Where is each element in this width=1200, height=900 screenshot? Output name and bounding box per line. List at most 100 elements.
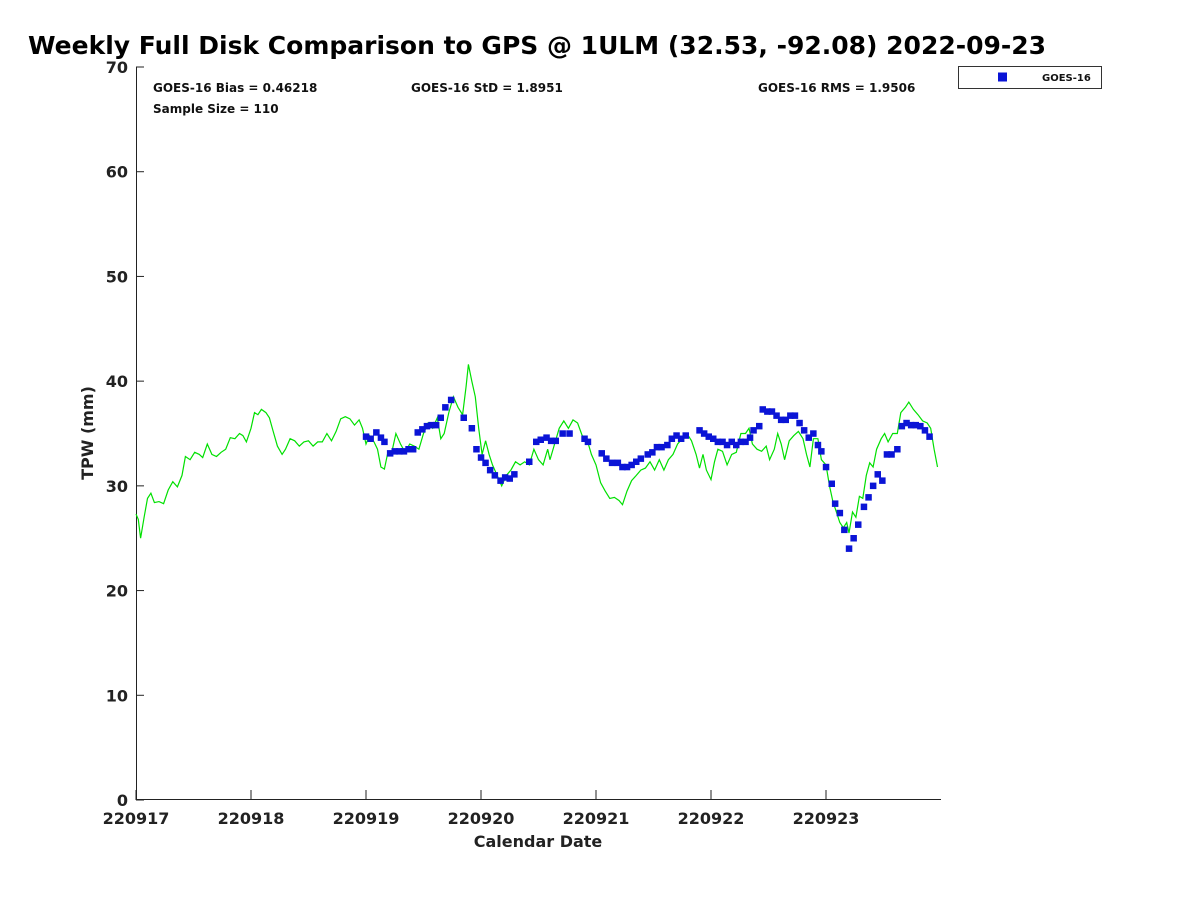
goes-16-data-point <box>603 455 610 462</box>
x-tick-label: 220917 <box>103 809 170 828</box>
plot-area: 0 10 20 30 40 50 60 70 220917 220918 220919 220920… <box>103 58 941 828</box>
x-tick-label: 220923 <box>793 809 860 828</box>
goes-16-data-point <box>787 412 794 419</box>
goes-16-data-point <box>491 472 499 479</box>
y-tick-label: 70 <box>106 58 128 77</box>
goes-16-data-point <box>831 500 839 507</box>
goes-16-data-point <box>423 422 431 430</box>
goes-16-data-point <box>373 429 380 436</box>
goes-16-data-point <box>437 414 444 421</box>
goes-16-data-point <box>623 463 631 471</box>
goes-16-data-point <box>841 526 848 534</box>
goes-16-data-point <box>750 427 757 434</box>
goes-16-data-point <box>644 451 651 458</box>
goes-16-data-point <box>419 426 426 433</box>
goes-16-data-point <box>614 459 622 467</box>
goes-16-data-point <box>850 535 857 542</box>
goes-16-data-point <box>791 412 799 419</box>
legend-label-goes-16: GOES-16 <box>1042 73 1091 84</box>
x-tick-label: 220918 <box>218 809 285 828</box>
goes-16-data-point <box>377 434 385 441</box>
goes-16-data-point <box>400 448 408 455</box>
goes-16-data-point <box>442 404 449 411</box>
legend: GOES-16 <box>958 66 1102 89</box>
goes-16-data-point <box>719 438 726 446</box>
std-annotation: GOES-16 StD = 1.8951 <box>411 81 563 95</box>
goes-16-data-point <box>696 427 703 434</box>
goes-16-data-point <box>888 451 895 458</box>
goes-16-data-point <box>903 419 910 427</box>
goes-16-series-points <box>362 396 933 552</box>
goes-16-data-point <box>879 477 886 484</box>
goes-16-data-point <box>894 446 901 453</box>
goes-16-data-point <box>396 448 403 455</box>
goes-16-data-point <box>810 430 817 437</box>
goes-16-data-point <box>537 436 544 443</box>
goes-16-data-point <box>473 446 480 453</box>
goes-16-data-point <box>543 434 550 441</box>
goes-16-data-point <box>658 443 665 451</box>
bias-annotation: GOES-16 Bias = 0.46218 <box>153 81 317 95</box>
goes-16-data-point <box>608 459 616 467</box>
goes-16-data-point <box>855 521 862 528</box>
goes-16-data-point <box>381 438 388 446</box>
goes-16-data-point <box>822 463 830 471</box>
sample-size-annotation: Sample Size = 110 <box>153 102 279 116</box>
goes-16-data-point <box>723 441 731 449</box>
x-tick-label: 220921 <box>563 809 630 828</box>
goes-16-data-point <box>926 433 933 440</box>
goes-16-data-point <box>673 432 680 439</box>
goes-16-data-point <box>746 434 754 441</box>
goes-16-data-point <box>628 461 635 469</box>
goes-16-data-point <box>405 446 412 453</box>
goes-16-data-point <box>533 438 540 446</box>
goes-16-data-point <box>796 419 803 427</box>
goes-16-data-point <box>414 429 421 436</box>
goes-16-data-point <box>559 430 566 437</box>
goes-16-data-point <box>814 441 822 449</box>
goes-16-data-point <box>637 455 645 462</box>
goes-16-data-point <box>869 482 877 490</box>
goes-16-data-point <box>733 441 740 449</box>
goes-16-data-point <box>759 406 766 413</box>
goes-16-data-point <box>526 458 533 465</box>
y-tick-label: 30 <box>106 477 128 496</box>
goes-16-data-point <box>598 450 605 457</box>
legend-marker-goes-16 <box>998 72 1007 82</box>
goes-16-data-point <box>447 396 455 404</box>
goes-16-data-point <box>460 414 467 421</box>
legend-box <box>958 66 1102 89</box>
goes-16-data-point <box>860 503 868 511</box>
y-axis-label: TPW (mm) <box>78 386 97 480</box>
goes-16-data-point <box>511 471 518 478</box>
goes-16-data-point <box>818 448 825 455</box>
goes-16-data-point <box>677 435 685 442</box>
goes-16-data-point <box>367 435 374 442</box>
goes-16-data-point <box>409 446 417 453</box>
x-ticks: 220917 220918 220919 220920 220921 220922 2209… <box>103 790 860 828</box>
goes-16-data-point <box>805 434 812 441</box>
y-ticks: 0 10 20 30 40 50 60 70 <box>106 58 144 810</box>
y-tick-label: 60 <box>106 163 128 182</box>
goes-16-data-point <box>737 438 745 446</box>
y-tick-label: 20 <box>106 582 128 601</box>
goes-16-data-point <box>836 509 844 517</box>
goes-16-data-point <box>682 432 689 439</box>
goes-16-data-point <box>917 422 924 430</box>
goes-16-data-point <box>664 441 671 449</box>
goes-16-data-point <box>912 421 919 429</box>
goes-16-data-point <box>883 451 891 458</box>
goes-16-data-point <box>764 408 771 415</box>
goes-16-data-point <box>828 480 835 487</box>
goes-16-data-point <box>649 449 656 456</box>
chart-title: Weekly Full Disk Comparison to GPS @ 1UL… <box>28 31 1046 60</box>
goes-16-data-point <box>773 412 780 419</box>
goes-16-data-point <box>432 421 440 429</box>
goes-16-data-point <box>800 427 808 434</box>
y-tick-label: 0 <box>117 791 128 810</box>
goes-16-data-point <box>742 438 749 446</box>
goes-16-data-point <box>782 416 789 424</box>
goes-16-data-point <box>898 422 906 430</box>
x-tick-label: 220920 <box>448 809 515 828</box>
